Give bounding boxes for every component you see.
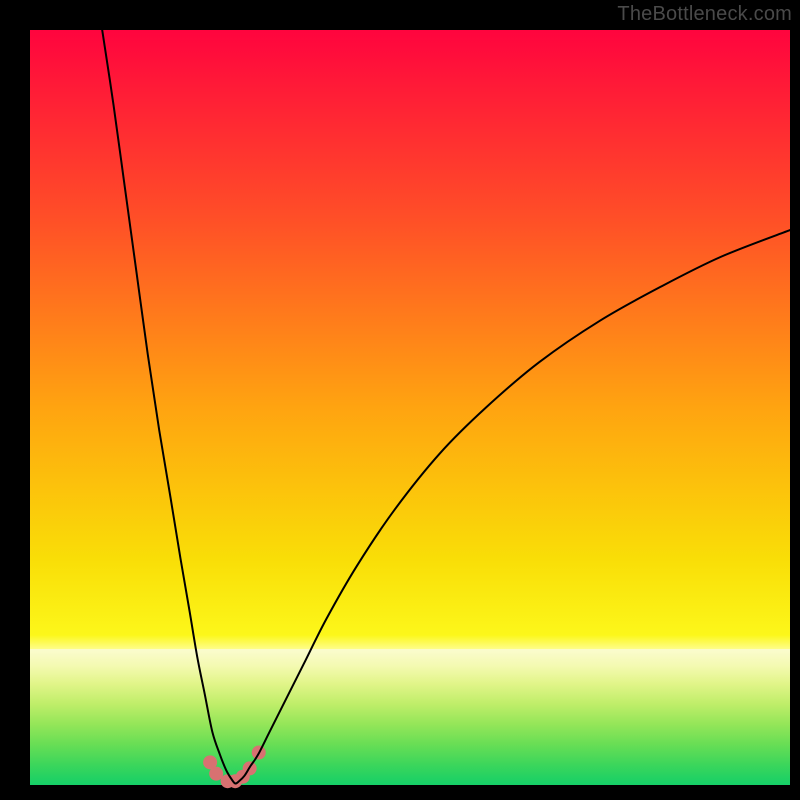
plot-background-main	[30, 30, 790, 650]
curve-marker	[209, 767, 223, 781]
watermark-label: TheBottleneck.com	[617, 3, 792, 26]
plot-background-band	[30, 649, 790, 785]
bottleneck-curve-chart	[0, 0, 800, 800]
plot-area	[30, 30, 790, 788]
chart-container: TheBottleneck.com	[0, 0, 800, 800]
